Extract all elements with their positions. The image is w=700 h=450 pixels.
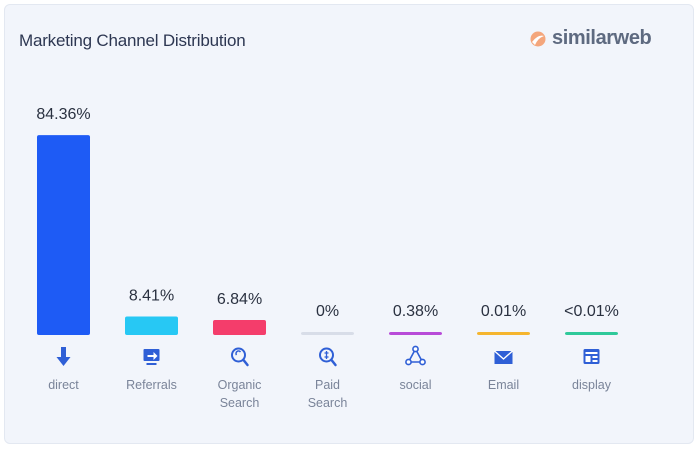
bar-organic-search	[213, 319, 266, 335]
brand-logo: similarweb	[529, 27, 652, 50]
bar-paid-search	[301, 332, 354, 335]
category-label-organic-search: Organic	[218, 378, 262, 392]
arrow-down-icon	[56, 347, 71, 366]
data-label-paid-search: 0%	[316, 303, 339, 320]
brand-name: similarweb	[552, 27, 652, 49]
bar-referrals	[125, 316, 178, 335]
envelope-icon	[494, 350, 513, 364]
data-label-organic-search: 6.84%	[217, 291, 262, 308]
category-label-social: social	[400, 378, 432, 392]
category-label-display: display	[572, 378, 612, 392]
social-network-icon	[405, 345, 426, 366]
bar-display	[565, 332, 618, 335]
category-label-email: Email	[488, 378, 519, 392]
category-label-paid-search: Paid	[315, 378, 340, 392]
data-label-email: 0.01%	[481, 303, 526, 320]
data-label-direct: 84.36%	[36, 106, 90, 123]
bar-direct	[37, 135, 90, 335]
display-ad-icon	[583, 349, 600, 364]
category-label-paid-search: Search	[308, 396, 348, 410]
data-label-referrals: 8.41%	[129, 287, 174, 304]
category-label-referrals: Referrals	[126, 378, 177, 392]
chart-title: Marketing Channel Distribution	[19, 31, 246, 50]
bar-social	[389, 332, 442, 335]
similarweb-logo-icon	[530, 31, 546, 46]
bar-email	[477, 332, 530, 335]
referrals-monitor-icon	[143, 349, 160, 365]
magnifier-icon	[231, 347, 249, 367]
data-label-social: 0.38%	[393, 303, 438, 320]
data-label-display: <0.01%	[564, 303, 619, 320]
chart-card: Marketing Channel Distribution similarwe…	[4, 4, 694, 444]
category-label-direct: direct	[48, 378, 79, 392]
paid-search-icon	[319, 347, 337, 367]
category-label-organic-search: Search	[220, 396, 260, 410]
